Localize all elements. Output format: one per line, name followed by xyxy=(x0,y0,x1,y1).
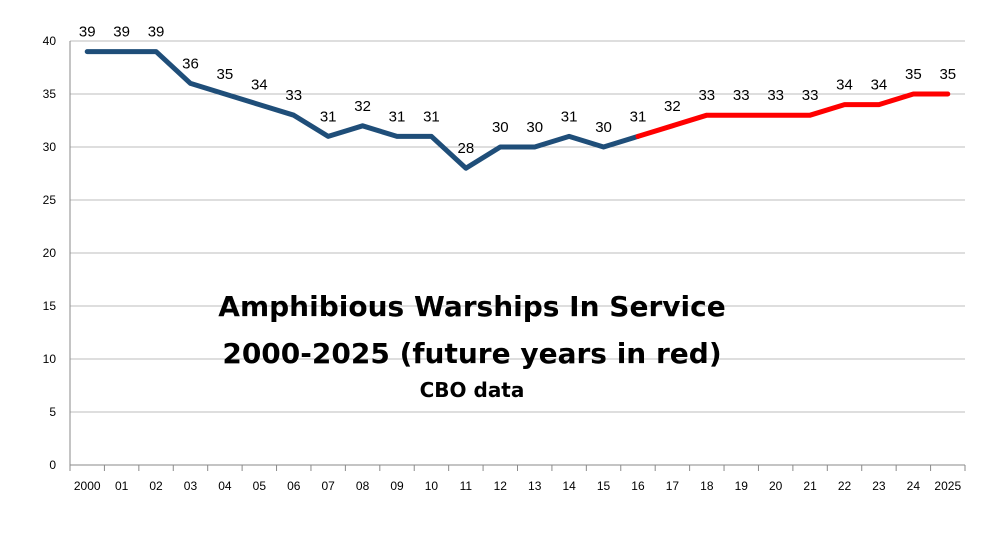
data-label-24: 35 xyxy=(905,66,922,83)
data-label-08: 32 xyxy=(354,98,371,115)
x-tick-label-22: 22 xyxy=(838,479,852,493)
y-tick-label-40: 40 xyxy=(43,34,57,48)
y-tick-label-30: 30 xyxy=(43,140,57,154)
series-line-future xyxy=(635,91,951,139)
series-lines xyxy=(84,49,951,171)
data-label-18: 33 xyxy=(698,87,715,104)
x-tick-label-2025: 2025 xyxy=(934,479,961,493)
x-tick-labels: 2000 01 02 03 04 05 06 07 08 09 10 11 12 13 14 15 16 17 18… xyxy=(74,479,962,493)
x-tick-label-03: 03 xyxy=(184,479,198,493)
data-label-17: 32 xyxy=(664,98,681,115)
x-tick-label-16: 16 xyxy=(631,479,645,493)
data-label-09: 31 xyxy=(389,108,406,125)
x-tick-label-09: 09 xyxy=(390,479,404,493)
data-label-12: 30 xyxy=(492,119,509,136)
x-tick-label-19: 19 xyxy=(735,479,749,493)
data-label-14: 31 xyxy=(561,108,578,125)
x-tick-label-21: 21 xyxy=(803,479,817,493)
data-label-22: 34 xyxy=(836,77,853,94)
x-tick-label-17: 17 xyxy=(666,479,680,493)
data-label-2025: 35 xyxy=(939,66,956,83)
data-label-2000: 39 xyxy=(79,24,96,41)
x-tick-label-02: 02 xyxy=(149,479,163,493)
chart-subtitle: CBO data xyxy=(420,378,525,402)
x-tick-label-08: 08 xyxy=(356,479,370,493)
x-tick-label-15: 15 xyxy=(597,479,611,493)
x-tick-label-18: 18 xyxy=(700,479,714,493)
y-tick-labels: 0 5 10 15 20 25 30 35 40 xyxy=(43,34,57,472)
x-tick-label-05: 05 xyxy=(253,479,267,493)
series-line-past xyxy=(84,49,641,171)
y-tick-label-35: 35 xyxy=(43,87,57,101)
data-label-23: 34 xyxy=(871,77,888,94)
x-tick-label-06: 06 xyxy=(287,479,301,493)
x-tick-label-23: 23 xyxy=(872,479,886,493)
x-tick-label-11: 11 xyxy=(460,479,473,493)
data-label-02: 39 xyxy=(148,24,165,41)
x-tick-label-10: 10 xyxy=(425,479,439,493)
data-label-03: 36 xyxy=(182,55,199,72)
x-tick-label-01: 01 xyxy=(115,479,129,493)
data-label-04: 35 xyxy=(217,66,234,83)
data-label-20: 33 xyxy=(767,87,784,104)
data-label-07: 31 xyxy=(320,108,337,125)
data-label-10: 31 xyxy=(423,108,440,125)
y-tick-label-25: 25 xyxy=(43,193,57,207)
x-tick-label-07: 07 xyxy=(321,479,335,493)
x-tick-label-13: 13 xyxy=(528,479,542,493)
x-tick-label-04: 04 xyxy=(218,479,232,493)
x-tick-label-2000: 2000 xyxy=(74,479,101,493)
data-label-05: 34 xyxy=(251,77,268,94)
data-label-11: 28 xyxy=(458,140,475,157)
chart-title-line2: 2000-2025 (future years in red) xyxy=(222,337,721,370)
x-tick-label-20: 20 xyxy=(769,479,783,493)
data-label-01: 39 xyxy=(113,24,130,41)
x-tick-label-12: 12 xyxy=(494,479,508,493)
chart-title-line1: Amphibious Warships In Service xyxy=(218,290,725,323)
data-label-16: 31 xyxy=(630,108,647,125)
y-tick-label-5: 5 xyxy=(49,405,56,419)
data-label-06: 33 xyxy=(285,87,302,104)
data-labels: 39 39 39 36 35 34 33 31 32 31 31 28 30 30 31 30 31 32 33 33… xyxy=(79,24,956,158)
y-tick-label-0: 0 xyxy=(49,458,56,472)
y-tick-label-10: 10 xyxy=(43,352,57,366)
data-label-21: 33 xyxy=(802,87,819,104)
data-label-13: 30 xyxy=(526,119,543,136)
x-tick-label-24: 24 xyxy=(907,479,921,493)
data-label-15: 30 xyxy=(595,119,612,136)
data-label-19: 33 xyxy=(733,87,750,104)
x-tick-label-14: 14 xyxy=(562,479,576,493)
y-tick-label-15: 15 xyxy=(43,299,57,313)
axes xyxy=(69,41,966,471)
y-tick-label-20: 20 xyxy=(43,246,57,260)
